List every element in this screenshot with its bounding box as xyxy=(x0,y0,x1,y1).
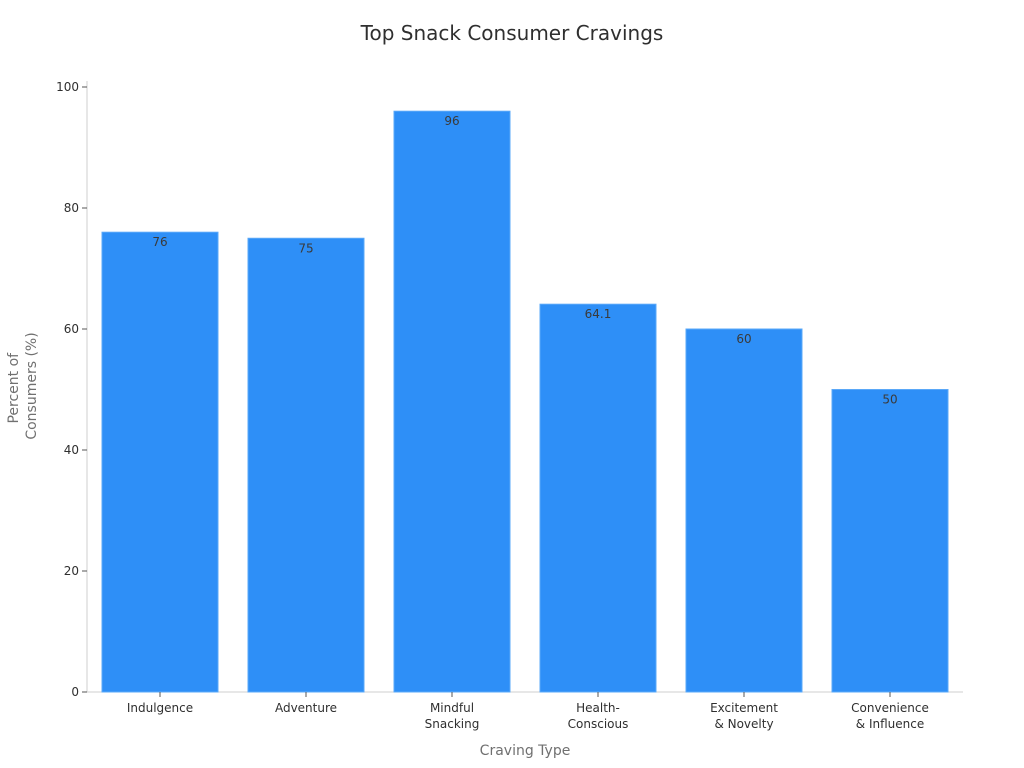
y-tick-label: 80 xyxy=(64,201,79,215)
bar xyxy=(101,231,219,693)
y-tick-label: 100 xyxy=(56,80,79,94)
data-label: 96 xyxy=(444,114,459,128)
x-tick-label: Mindful Snacking xyxy=(425,701,480,731)
chart-title: Top Snack Consumer Cravings xyxy=(360,21,664,45)
x-axis-title: Craving Type xyxy=(480,743,571,759)
data-label: 76 xyxy=(152,235,167,249)
bar xyxy=(393,110,511,693)
x-tick-label: Adventure xyxy=(275,701,337,715)
x-tick-label-line: Adventure xyxy=(275,701,337,715)
bar xyxy=(539,303,657,693)
x-tick-label-line: Snacking xyxy=(425,717,480,731)
x-tick-label: Health- Conscious xyxy=(568,701,629,731)
y-axis-title-line-1: Percent of xyxy=(6,352,22,424)
plot-area: 0 20 40 60 80 100 76 Indulgence 75 Adventure 96 Min… xyxy=(56,80,963,731)
y-tick-label: 0 xyxy=(71,685,79,699)
y-axis-title: Percent of Consumers (%) xyxy=(6,332,40,439)
x-tick-label-line: Convenience xyxy=(851,701,929,715)
bar xyxy=(247,237,365,693)
x-tick-label-line: Health- xyxy=(576,701,620,715)
x-tick-label-line: Excitement xyxy=(710,701,778,715)
x-tick-label: Convenience & Influence xyxy=(851,701,929,731)
data-label: 64.1 xyxy=(585,307,612,321)
y-tick-label: 40 xyxy=(64,443,79,457)
x-tick-label: Indulgence xyxy=(127,701,193,715)
bar xyxy=(831,389,949,693)
data-label: 75 xyxy=(298,241,313,255)
y-tick-label: 20 xyxy=(64,564,79,578)
y-axis-title-line-2: Consumers (%) xyxy=(24,332,40,439)
bar xyxy=(685,328,803,693)
x-tick-label-line: Mindful xyxy=(430,701,474,715)
x-tick-label-line: & Influence xyxy=(856,717,924,731)
x-tick-label: Excitement & Novelty xyxy=(710,701,778,731)
data-label: 50 xyxy=(882,393,897,407)
x-tick-label-line: Conscious xyxy=(568,717,629,731)
y-tick-label: 60 xyxy=(64,322,79,336)
x-tick-label-line: & Novelty xyxy=(714,717,773,731)
x-tick-label-line: Indulgence xyxy=(127,701,193,715)
data-label: 60 xyxy=(736,332,751,346)
